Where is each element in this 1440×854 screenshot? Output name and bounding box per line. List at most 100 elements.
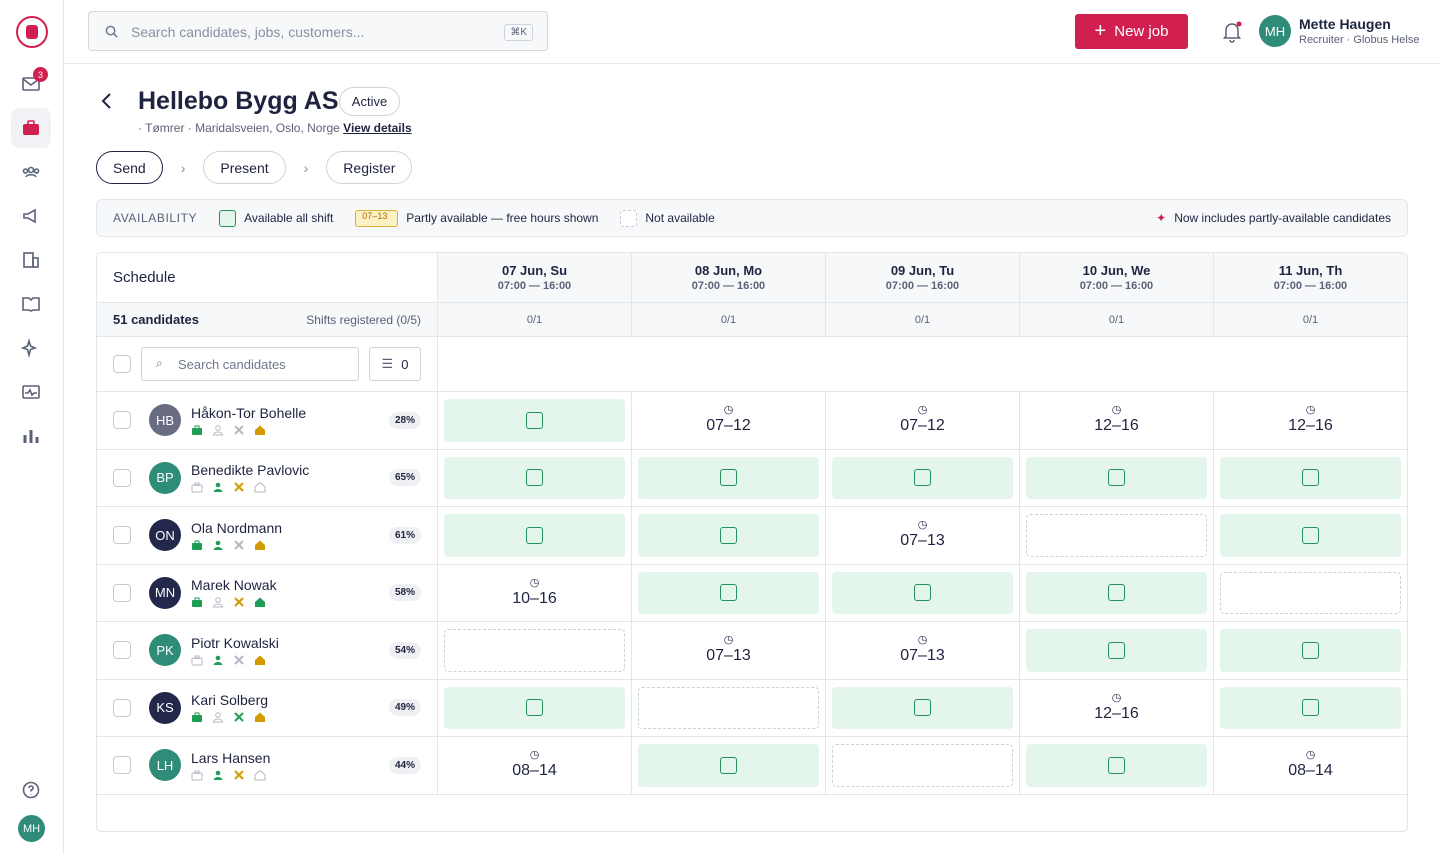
tag-icon <box>234 482 244 492</box>
candidate-name[interactable]: Kari Solberg <box>191 692 269 709</box>
candidate-name[interactable]: Marek Nowak <box>191 577 277 594</box>
candidate-avatar: HB <box>149 404 181 437</box>
availability-partial[interactable]: ◷ 07–13 <box>832 514 1013 557</box>
match-score: 44% <box>388 756 421 774</box>
candidate-search[interactable]: ⌕ Search candidates <box>141 347 359 381</box>
nav-campaigns[interactable] <box>11 196 51 236</box>
availability-partial[interactable]: ◷ 08–14 <box>1220 744 1401 787</box>
day-date: 09 Jun, Tu <box>890 263 955 278</box>
nav-help[interactable] <box>11 770 51 810</box>
match-score: 28% <box>388 411 421 429</box>
candidate-name[interactable]: Håkon-Tor Bohelle <box>191 404 307 421</box>
nav-candidates[interactable] <box>11 152 51 192</box>
availability-full[interactable] <box>638 571 819 614</box>
tag-icon <box>254 482 266 493</box>
availability-full[interactable] <box>638 456 819 499</box>
nav-jobs[interactable] <box>11 108 51 148</box>
row-checkbox[interactable] <box>113 756 131 775</box>
day-registered: 0/1 <box>1213 303 1407 337</box>
availability-full[interactable] <box>444 686 625 729</box>
availability-partial[interactable]: ◷ 07–13 <box>638 629 819 672</box>
row-checkbox[interactable] <box>113 698 131 717</box>
availability-partial[interactable]: ◷ 08–14 <box>444 744 625 787</box>
step-button[interactable]: Register <box>326 151 413 184</box>
steps: Send › Present › Register <box>96 151 413 184</box>
select-all[interactable] <box>113 355 131 373</box>
availability-partial[interactable]: ◷ 07–12 <box>638 399 819 442</box>
availability-none[interactable] <box>638 686 819 729</box>
clock-icon: ◷ <box>1111 404 1122 417</box>
candidate-name[interactable]: Benedikte Pavlovic <box>191 462 310 479</box>
candidate-name[interactable]: Ola Nordmann <box>191 519 283 536</box>
availability-full[interactable] <box>1220 514 1401 557</box>
new-job-button[interactable]: + New job <box>1075 14 1188 49</box>
tag-icon <box>234 712 244 722</box>
tag-icon <box>255 655 265 665</box>
tag-icon <box>234 597 244 607</box>
candidate-name[interactable]: Piotr Kowalski <box>191 634 279 651</box>
step-button[interactable]: Send <box>96 151 163 184</box>
row-checkbox[interactable] <box>113 468 131 487</box>
availability-full[interactable] <box>444 399 625 442</box>
availability-none[interactable] <box>832 744 1013 787</box>
availability-full[interactable] <box>1026 629 1207 672</box>
availability-full[interactable] <box>1026 456 1207 499</box>
availability-full[interactable] <box>1220 456 1401 499</box>
availability-none[interactable] <box>1220 571 1401 614</box>
back-button[interactable] <box>100 92 114 110</box>
availability-none[interactable] <box>444 629 625 672</box>
availability-full[interactable] <box>832 571 1013 614</box>
nav-activity[interactable] <box>11 372 51 412</box>
availability-full[interactable] <box>1220 629 1401 672</box>
nav-inbox[interactable]: 3 <box>11 64 51 104</box>
availability-cell: ◷ 07–13 <box>825 507 1019 565</box>
availability-partial[interactable]: ◷ 07–12 <box>832 399 1013 442</box>
availability-full[interactable] <box>1026 744 1207 787</box>
global-search[interactable]: Search candidates, jobs, customers... ⌘K <box>88 11 548 51</box>
availability-full[interactable] <box>1220 686 1401 729</box>
step-chevron: › <box>303 159 309 176</box>
availability-partial[interactable]: ◷ 07–13 <box>832 629 1013 672</box>
availability-cell <box>825 449 1019 507</box>
availability-partial[interactable]: ◷ 10–16 <box>444 572 625 615</box>
candidate-name[interactable]: Lars Hansen <box>191 749 271 766</box>
step-button[interactable]: Present <box>203 151 286 184</box>
availability-partial[interactable]: ◷ 12–16 <box>1026 687 1207 730</box>
view-details-link[interactable]: View details <box>343 121 412 135</box>
availability-partial[interactable]: ◷ 12–16 <box>1026 399 1207 442</box>
sidebar-avatar[interactable]: MH <box>18 815 45 842</box>
logo[interactable] <box>16 16 48 48</box>
availability-full[interactable] <box>832 686 1013 729</box>
nav-docs[interactable] <box>11 284 51 324</box>
clock-icon: ◷ <box>917 404 928 417</box>
row-checkbox[interactable] <box>113 583 131 602</box>
filter-button[interactable]: ☰ 0 <box>369 347 421 381</box>
availability-none[interactable] <box>1026 514 1207 557</box>
user-avatar[interactable]: MH <box>1259 15 1291 47</box>
availability-full[interactable] <box>638 514 819 557</box>
free-hours: 07–13 <box>900 532 945 550</box>
candidate-avatar: PK <box>149 634 181 667</box>
nav-ai[interactable] <box>11 328 51 368</box>
tag-icon <box>192 597 202 608</box>
filter-icon: ☰ <box>381 356 394 371</box>
row-checkbox[interactable] <box>113 526 131 545</box>
row-checkbox[interactable] <box>113 641 131 660</box>
nav-customers[interactable] <box>11 240 51 280</box>
availability-cell <box>1213 679 1407 737</box>
notifications[interactable] <box>1222 21 1242 43</box>
shifts-registered: Shifts registered (0/5) <box>306 312 421 327</box>
availability-full[interactable] <box>1026 571 1207 614</box>
availability-full[interactable] <box>832 456 1013 499</box>
free-hours: 12–16 <box>1094 704 1139 722</box>
row-checkbox[interactable] <box>113 411 131 430</box>
tag-icon <box>255 425 265 435</box>
day-date: 11 Jun, Th <box>1278 263 1343 278</box>
availability-partial[interactable]: ◷ 12–16 <box>1220 399 1401 442</box>
availability-full[interactable] <box>444 456 625 499</box>
availability-cell <box>1213 507 1407 565</box>
nav-reports[interactable] <box>11 416 51 456</box>
availability-full[interactable] <box>444 514 625 557</box>
availability-full[interactable] <box>638 744 819 787</box>
registered-count: 0/1 <box>526 313 543 326</box>
